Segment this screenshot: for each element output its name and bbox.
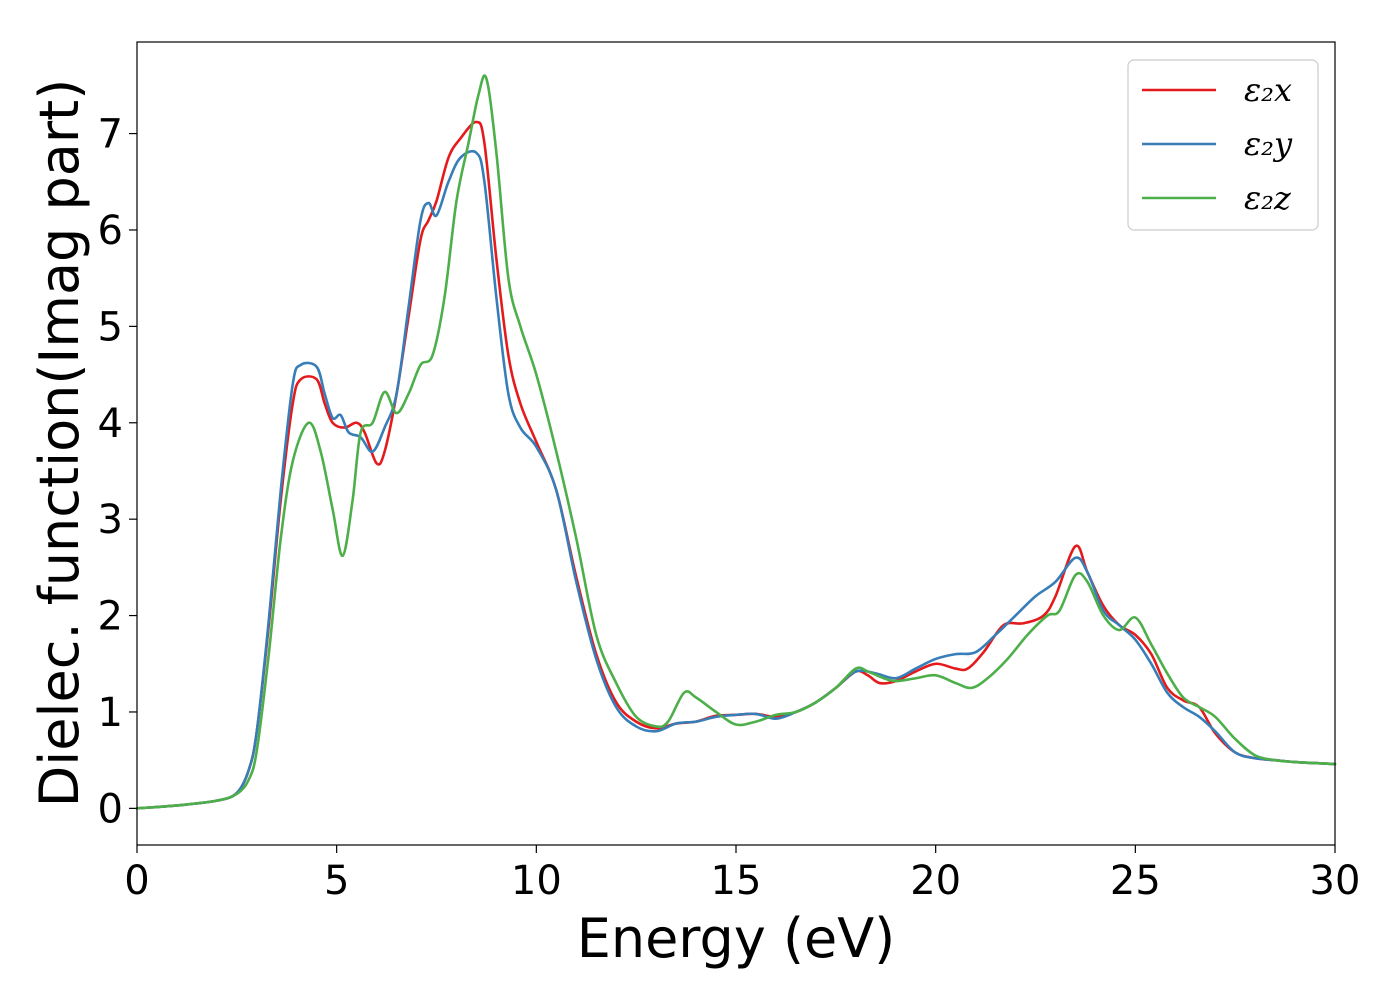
x-tick-label: 15: [711, 858, 762, 904]
y-axis-title: Dielec. function(Imag part): [28, 79, 91, 808]
x-tick-label: 10: [511, 858, 562, 904]
x-tick-label: 25: [1110, 858, 1161, 904]
y-tick-label: 2: [98, 594, 123, 640]
legend-label-1: ε₂x: [1244, 71, 1292, 109]
y-axis: 0 1 2 3 4 5 6 7: [98, 112, 137, 832]
legend-box: [1127, 59, 1319, 231]
series-line-2: [135, 149, 1337, 810]
x-axis-title: Energy (eV): [577, 907, 896, 970]
x-tick-label: 0: [124, 858, 149, 904]
y-tick-label: 4: [98, 401, 123, 447]
x-tick-label: 5: [324, 858, 349, 904]
series-line-1: [135, 120, 1337, 810]
series-line-3: [135, 74, 1337, 810]
x-tick-label: 20: [910, 858, 961, 904]
y-tick-label: 7: [98, 112, 123, 158]
legend-label-3: ε₂z: [1244, 179, 1292, 217]
legend-label-2: ε₂y: [1244, 125, 1293, 163]
x-tick-label: 30: [1310, 858, 1361, 904]
y-tick-label: 6: [98, 208, 123, 254]
x-axis: 0 5 10 15 20 25 30: [124, 845, 1360, 904]
y-tick-label: 3: [98, 497, 123, 543]
legend: ε₂x ε₂y ε₂z: [1127, 59, 1319, 231]
series-layer: [135, 74, 1337, 810]
y-tick-label: 1: [98, 690, 123, 736]
y-tick-label: 0: [98, 786, 123, 832]
y-tick-label: 5: [98, 304, 123, 350]
